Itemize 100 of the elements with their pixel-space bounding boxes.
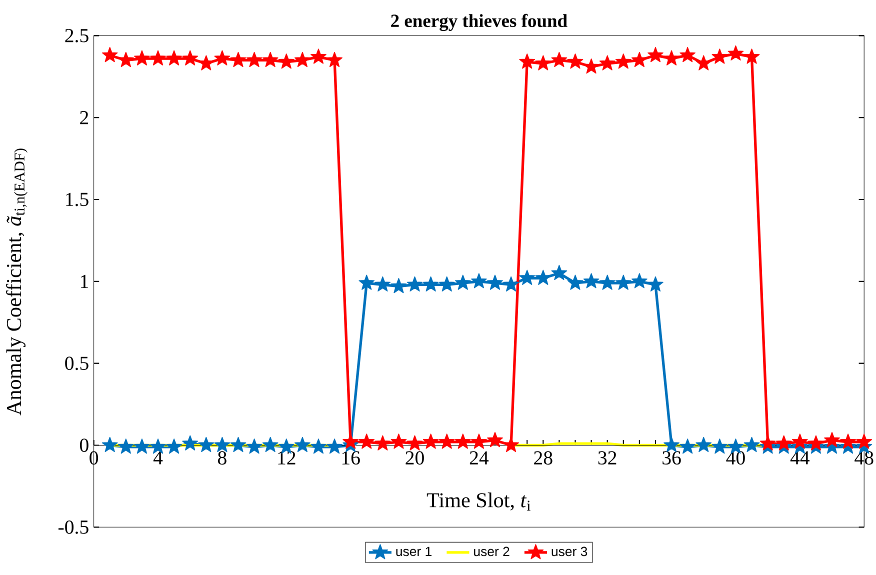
- legend-label: user 2: [474, 546, 510, 556]
- point: [631, 52, 648, 68]
- point: [374, 435, 391, 451]
- x-tick-label: 8: [218, 451, 226, 465]
- point: [567, 274, 584, 290]
- point: [278, 54, 294, 69]
- x-tick-label: 16: [342, 451, 360, 465]
- point: [294, 52, 310, 68]
- point: [406, 276, 423, 292]
- point: [262, 52, 278, 68]
- point: [744, 48, 760, 64]
- point: [728, 45, 744, 61]
- point: [246, 52, 262, 68]
- point: [503, 276, 519, 292]
- point: [503, 437, 519, 452]
- point: [824, 432, 840, 448]
- point: [808, 435, 824, 451]
- point: [102, 47, 118, 62]
- point: [118, 438, 134, 454]
- point: [438, 276, 455, 292]
- point: [246, 438, 262, 454]
- point: [390, 434, 407, 449]
- point: [535, 55, 552, 70]
- y-tick-label: 1.5: [66, 192, 88, 206]
- y-tick-label: 0: [80, 438, 88, 452]
- legend-label: user 3: [552, 546, 588, 556]
- point: [648, 47, 664, 62]
- point: [406, 435, 423, 451]
- point: [551, 52, 568, 68]
- point: [310, 438, 326, 454]
- x-tick-label: 40: [726, 451, 745, 465]
- point: [696, 55, 712, 70]
- point: [134, 50, 150, 66]
- point: [583, 273, 600, 288]
- point: [519, 54, 536, 69]
- chart-title: 2 energy thieves found: [391, 14, 568, 32]
- point: [664, 437, 680, 452]
- point: [471, 273, 487, 288]
- point: [134, 438, 150, 454]
- point: [487, 432, 503, 448]
- point: [696, 437, 712, 452]
- point: [326, 52, 342, 68]
- x-axis-title: Time Slot, t$_{i}$: [426, 492, 530, 511]
- point: [648, 276, 664, 292]
- point: [454, 274, 471, 290]
- x-tick-label: 32: [598, 451, 616, 465]
- y-tick-label: 2: [80, 111, 88, 124]
- point: [631, 273, 648, 288]
- point: [599, 55, 616, 70]
- point: [551, 265, 568, 280]
- point: [182, 50, 198, 66]
- x-tick-label: 4: [153, 451, 163, 464]
- point: [680, 47, 696, 62]
- point: [422, 434, 439, 449]
- point: [599, 274, 616, 290]
- point: [294, 437, 310, 452]
- x-tick-label: 20: [406, 451, 424, 465]
- x-tick-label: 24: [470, 451, 489, 464]
- point: [438, 434, 455, 449]
- point: [680, 438, 696, 454]
- point: [471, 434, 487, 449]
- point: [583, 58, 600, 74]
- point: [230, 437, 246, 452]
- point: [792, 434, 808, 449]
- x-tick-label: 36: [662, 451, 681, 465]
- point: [840, 434, 856, 449]
- point: [776, 435, 792, 451]
- point: [358, 274, 375, 290]
- point: [615, 274, 632, 290]
- y-tick-label: 0.5: [65, 356, 88, 370]
- point: [390, 278, 407, 294]
- point: [358, 434, 375, 449]
- point: [519, 270, 536, 286]
- point: [310, 48, 326, 64]
- y-tick-label: 2.5: [65, 29, 88, 42]
- point: [664, 50, 680, 66]
- point: [567, 54, 584, 69]
- y-axis-title: Anomaly Coefficient, ã$_{ti,n(EADF)}$: [6, 148, 28, 416]
- point: [182, 435, 198, 451]
- x-tick-label: 28: [534, 451, 552, 465]
- point: [454, 434, 471, 449]
- point: [422, 276, 439, 292]
- point: [102, 437, 118, 452]
- point: [342, 434, 359, 449]
- point: [374, 276, 391, 292]
- point: [166, 438, 182, 454]
- point: [230, 52, 246, 68]
- point: [712, 438, 728, 454]
- point: [760, 435, 776, 451]
- point: [856, 434, 872, 449]
- y-tick-label: 1: [80, 275, 88, 288]
- point: [214, 437, 230, 452]
- point: [166, 50, 182, 66]
- legend-label: user 1: [396, 546, 432, 556]
- x-tick-label: 12: [278, 451, 296, 464]
- point: [214, 50, 230, 66]
- point: [615, 54, 632, 69]
- y-tick-label: -0.5: [58, 520, 88, 534]
- point: [744, 437, 760, 452]
- point: [712, 48, 728, 64]
